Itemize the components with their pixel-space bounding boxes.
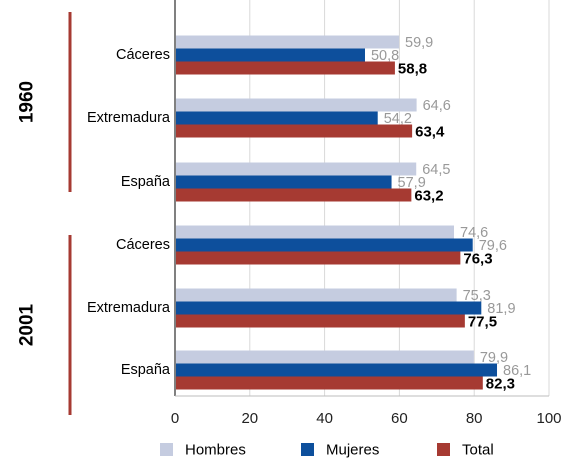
category-label: Extremadura xyxy=(87,300,171,316)
bar-total xyxy=(176,124,413,138)
data-label-hombres: 59,9 xyxy=(405,35,433,51)
x-tick-label: 100 xyxy=(536,410,561,427)
data-label-mujeres: 86,1 xyxy=(503,363,531,379)
legend-swatch-total xyxy=(437,443,450,456)
bar-total xyxy=(176,314,465,328)
data-label-hombres: 79,9 xyxy=(480,350,508,366)
group-bracket-bar xyxy=(68,12,72,192)
legend-swatch-mujeres xyxy=(301,443,314,456)
bar-hombres xyxy=(176,350,474,364)
data-label-total: 63,2 xyxy=(414,188,443,205)
x-tick-label: 80 xyxy=(466,410,483,427)
category-label: Extremadura xyxy=(87,110,171,126)
x-tick-label: 20 xyxy=(241,410,258,427)
bar-hombres xyxy=(176,98,417,112)
bar-mujeres xyxy=(176,48,365,62)
data-label-hombres: 74,6 xyxy=(460,225,488,241)
data-label-total: 58,8 xyxy=(398,61,427,78)
bar-total xyxy=(176,251,461,265)
group-label: 2001 xyxy=(17,303,38,346)
bar-hombres xyxy=(176,162,417,176)
data-label-mujeres: 81,9 xyxy=(487,301,515,317)
x-tick-label: 0 xyxy=(171,410,179,427)
data-label-mujeres: 57,9 xyxy=(398,175,426,191)
data-label-hombres: 75,3 xyxy=(463,288,491,304)
data-label-mujeres: 54,2 xyxy=(384,111,412,127)
data-label-total: 63,4 xyxy=(415,124,445,141)
bar-hombres xyxy=(176,288,457,302)
legend-label-hombres: Hombres xyxy=(185,442,246,459)
data-label-total: 82,3 xyxy=(486,376,515,393)
bar-total xyxy=(176,188,412,202)
group-label: 1960 xyxy=(17,81,38,123)
bar-total xyxy=(176,376,483,390)
bar-hombres xyxy=(176,225,455,239)
category-label: Cáceres xyxy=(116,237,170,253)
data-label-total: 76,3 xyxy=(463,251,492,268)
bar-mujeres xyxy=(176,363,498,377)
bar-total xyxy=(176,61,395,75)
legend-label-mujeres: Mujeres xyxy=(326,442,379,459)
category-label: España xyxy=(121,174,171,190)
x-tick-label: 40 xyxy=(316,410,333,427)
data-label-mujeres: 50,8 xyxy=(371,48,399,64)
data-label-hombres: 64,6 xyxy=(423,98,451,114)
bar-mujeres xyxy=(176,111,378,125)
x-tick-label: 60 xyxy=(391,410,408,427)
bar-mujeres xyxy=(176,175,392,189)
legend-swatch-hombres xyxy=(160,443,173,456)
category-label: España xyxy=(121,362,171,378)
bar-mujeres xyxy=(176,238,473,252)
data-label-hombres: 64,5 xyxy=(422,162,450,178)
data-label-mujeres: 79,6 xyxy=(479,238,507,254)
group-bracket-bar xyxy=(68,235,72,415)
legend-label-total: Total xyxy=(462,442,494,459)
bar-mujeres xyxy=(176,301,482,315)
data-label-total: 77,5 xyxy=(468,314,497,331)
bar-hombres xyxy=(176,35,400,49)
category-label: Cáceres xyxy=(116,47,170,63)
